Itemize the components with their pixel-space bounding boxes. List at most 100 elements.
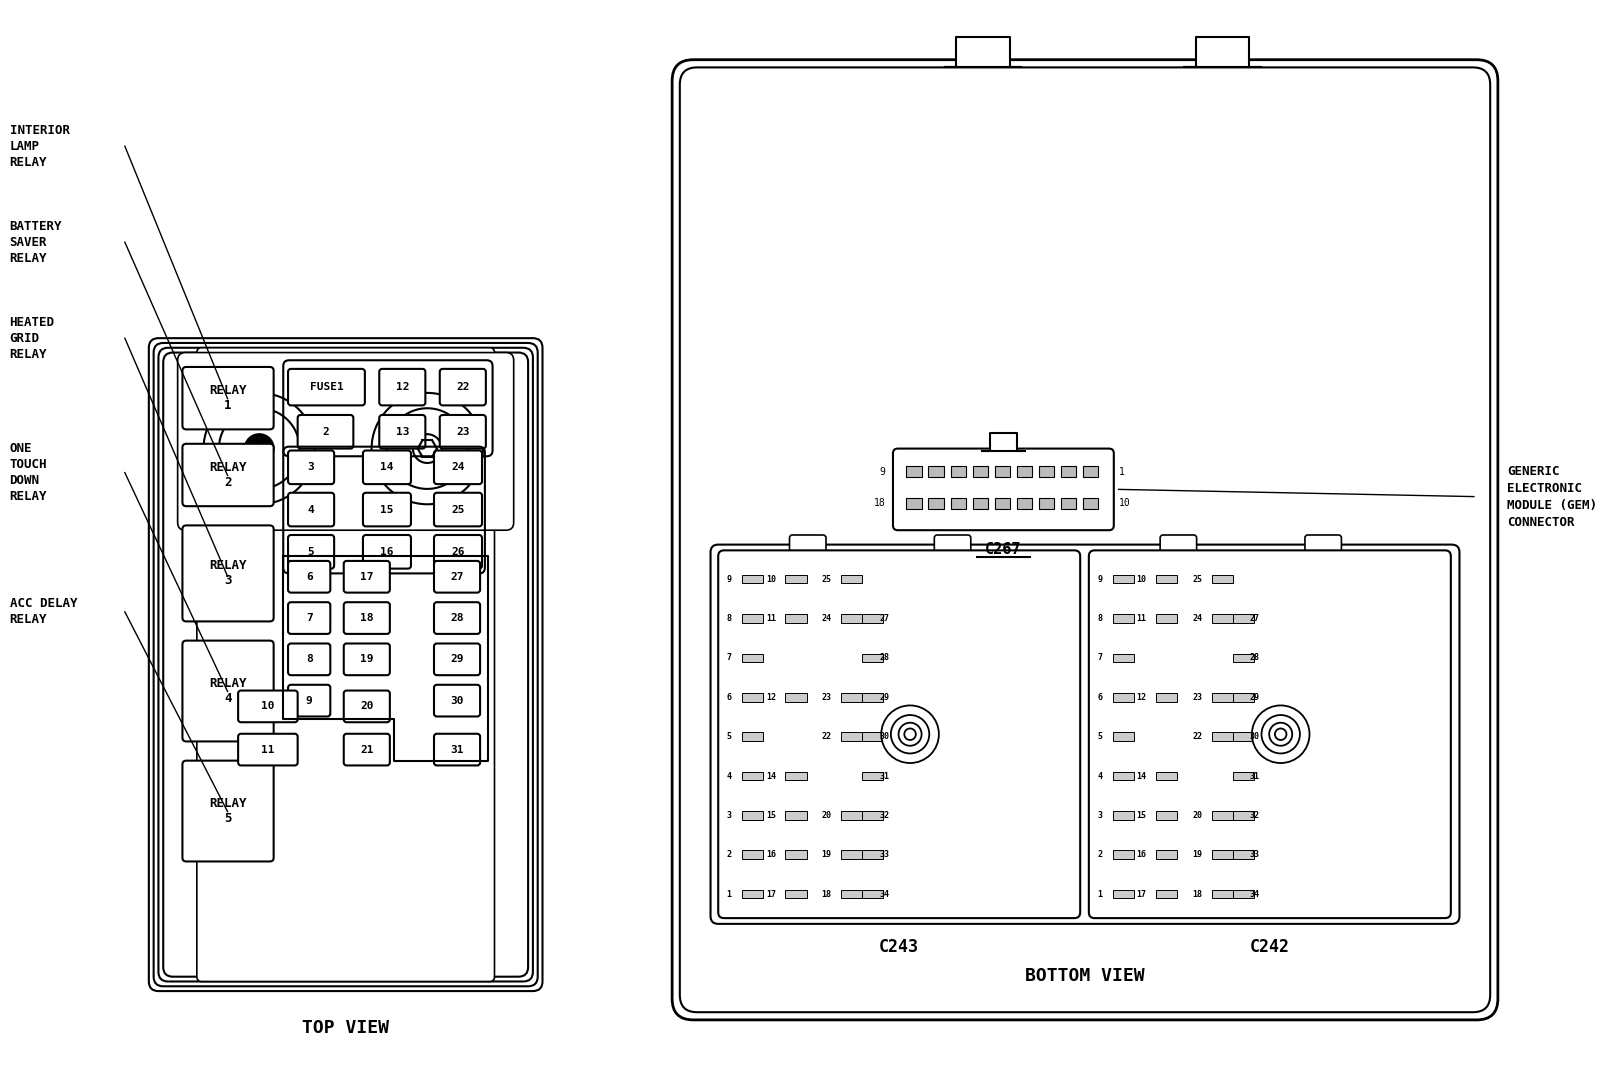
Bar [841, 811, 862, 820]
FancyBboxPatch shape [379, 415, 425, 448]
Circle shape [371, 393, 483, 504]
FancyBboxPatch shape [182, 444, 273, 506]
Bar [972, 465, 988, 477]
FancyBboxPatch shape [297, 415, 353, 448]
FancyBboxPatch shape [158, 348, 532, 981]
Circle shape [899, 722, 921, 746]
Text: 19: 19 [822, 851, 831, 859]
FancyBboxPatch shape [344, 561, 390, 593]
Bar [929, 465, 943, 477]
Circle shape [1252, 705, 1310, 763]
Circle shape [905, 729, 916, 740]
FancyBboxPatch shape [344, 734, 390, 765]
Bar [841, 890, 862, 899]
Bar [841, 693, 862, 702]
Text: 23: 23 [456, 427, 470, 437]
FancyBboxPatch shape [433, 535, 481, 568]
FancyBboxPatch shape [440, 369, 486, 406]
Text: BOTTOM VIEW: BOTTOM VIEW [1025, 967, 1145, 985]
Bar [1156, 890, 1177, 899]
Circle shape [387, 409, 467, 489]
FancyBboxPatch shape [672, 60, 1498, 1020]
Bar [1156, 811, 1177, 820]
Bar [785, 851, 806, 859]
Text: 8: 8 [305, 655, 312, 664]
Bar [1233, 851, 1254, 859]
Text: RELAY
4: RELAY 4 [209, 677, 246, 705]
Bar [862, 654, 883, 662]
Text: 15: 15 [1137, 811, 1146, 820]
Text: 5: 5 [307, 547, 315, 556]
Text: 17: 17 [766, 889, 776, 899]
Text: 33: 33 [1250, 851, 1260, 859]
Circle shape [1270, 722, 1292, 746]
Text: 8: 8 [1097, 614, 1102, 623]
FancyBboxPatch shape [182, 525, 273, 622]
Bar [862, 614, 883, 623]
Bar [1017, 465, 1033, 477]
FancyBboxPatch shape [238, 690, 297, 722]
FancyBboxPatch shape [288, 643, 331, 675]
Text: 18: 18 [822, 889, 831, 899]
Bar [950, 465, 966, 477]
FancyBboxPatch shape [363, 450, 411, 484]
Text: 28: 28 [879, 654, 889, 662]
Bar [1039, 465, 1054, 477]
FancyBboxPatch shape [1089, 550, 1450, 918]
Text: 23: 23 [822, 692, 831, 702]
FancyBboxPatch shape [433, 685, 480, 717]
Bar [1212, 851, 1233, 859]
Bar [1113, 732, 1134, 740]
Text: C267: C267 [985, 541, 1022, 556]
Circle shape [1262, 715, 1300, 753]
Bar [1113, 771, 1134, 780]
FancyBboxPatch shape [710, 545, 1460, 923]
Text: 1: 1 [1097, 889, 1102, 899]
Circle shape [219, 409, 299, 489]
Bar [1113, 693, 1134, 702]
Text: 33: 33 [879, 851, 889, 859]
Text: 29: 29 [879, 692, 889, 702]
Bar [1233, 654, 1254, 662]
Text: 15: 15 [766, 811, 776, 820]
Text: 32: 32 [1250, 811, 1260, 820]
Text: 25: 25 [451, 505, 465, 515]
Text: 27: 27 [1250, 614, 1260, 623]
Text: 18: 18 [1193, 889, 1202, 899]
Bar [1212, 890, 1233, 899]
FancyBboxPatch shape [892, 448, 1115, 531]
Bar [1017, 498, 1033, 509]
FancyBboxPatch shape [718, 550, 1081, 918]
Text: 20: 20 [360, 702, 374, 712]
Text: 31: 31 [451, 745, 464, 754]
FancyBboxPatch shape [344, 690, 390, 722]
Bar [862, 771, 883, 780]
Text: 10: 10 [1119, 499, 1130, 508]
FancyBboxPatch shape [288, 602, 331, 633]
Text: 9: 9 [879, 467, 886, 476]
FancyBboxPatch shape [182, 761, 273, 861]
FancyBboxPatch shape [433, 493, 481, 526]
Bar [742, 614, 763, 623]
Bar [1083, 498, 1099, 509]
Bar [1233, 811, 1254, 820]
Text: 29: 29 [451, 655, 464, 664]
Bar [785, 614, 806, 623]
Text: 12: 12 [1137, 692, 1146, 702]
Text: 17: 17 [360, 571, 374, 582]
Bar [742, 851, 763, 859]
Polygon shape [982, 433, 1025, 450]
Text: 28: 28 [451, 613, 464, 623]
Text: 18: 18 [360, 613, 374, 623]
FancyBboxPatch shape [288, 561, 331, 593]
Bar [1113, 811, 1134, 820]
FancyBboxPatch shape [288, 493, 334, 526]
Text: C243: C243 [879, 938, 919, 957]
Bar [1212, 811, 1233, 820]
Bar [929, 498, 943, 509]
Bar [907, 498, 921, 509]
Bar [1212, 575, 1233, 583]
Text: 3: 3 [726, 811, 732, 820]
Bar [1062, 498, 1076, 509]
Text: 28: 28 [1250, 654, 1260, 662]
